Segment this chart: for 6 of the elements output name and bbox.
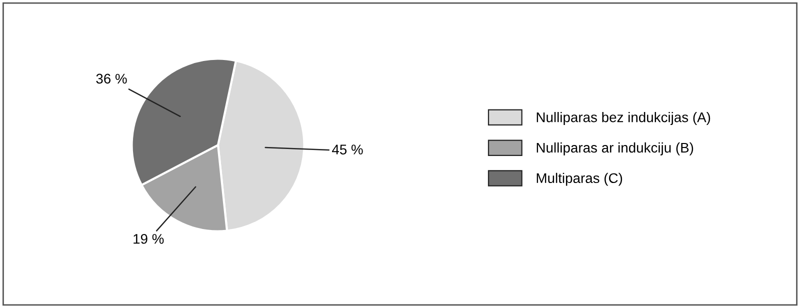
data-label: 45 % — [332, 144, 363, 154]
legend-label: Multiparas (C) — [536, 172, 622, 186]
legend-label: Nulliparas ar indukciju (B) — [536, 142, 694, 156]
data-label: 19 % — [134, 234, 164, 244]
data-label: 36 % — [96, 74, 127, 84]
legend-label: Nulliparas bez indukcijas (A) — [536, 112, 710, 125]
